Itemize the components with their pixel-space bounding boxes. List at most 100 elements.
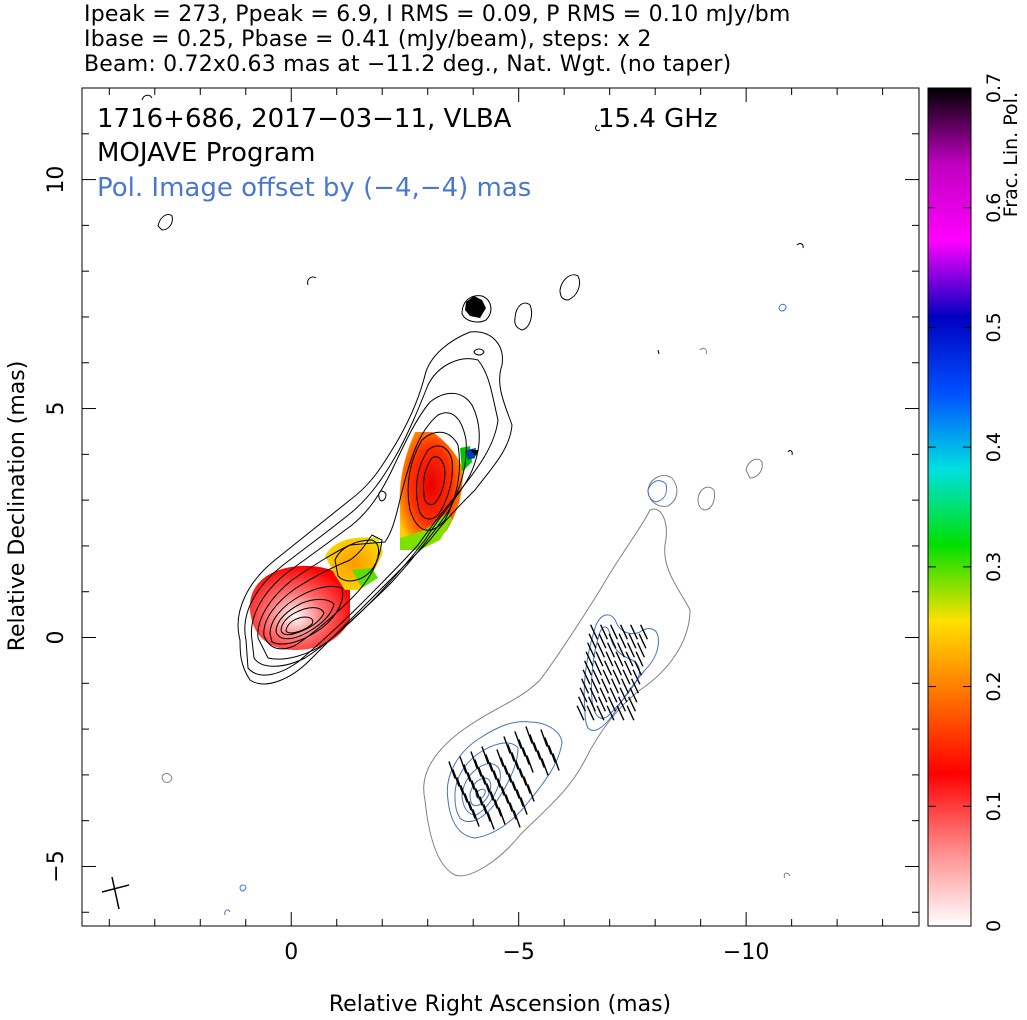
evpa-tick [602,669,611,685]
evpa-tick [625,651,634,667]
contour-artifacts [595,124,804,456]
y-tick-label-1: 0 [44,631,69,645]
evpa-tick [632,669,641,685]
evpa-tick [616,705,625,721]
colorbar-tick-label-4: 0.4 [983,432,1005,462]
evpa-tick [478,767,486,785]
jet-contour-1 [407,431,460,531]
offset-island-5 [699,347,707,355]
beam-cross [101,876,130,910]
evpa-tick [490,791,498,809]
evpa-tick [482,775,490,793]
evpa-tick [448,761,456,779]
evpa-tick [533,742,541,760]
evpa-tick [612,669,621,685]
evpa-tick [471,780,479,798]
jet-green-edge [400,512,452,550]
evpa-tick [603,660,613,676]
evpa-tick [635,651,644,667]
evpa-tick [629,687,638,703]
evpa-tick [527,784,535,802]
evpa-tick [626,705,635,721]
evpa-tick [628,633,637,649]
evpa-tick [576,705,585,721]
contour-5 [263,534,383,650]
evpa-tick [618,633,627,649]
evpa-tick [619,624,629,640]
island-contour-5 [473,348,485,356]
island-contour-3 [559,274,581,301]
evpa-tick [514,731,522,749]
island-contour-4 [157,213,173,231]
y-tick-label-0: −5 [44,850,69,882]
artifact-4 [595,124,601,131]
evpa-tick [541,758,549,776]
evpa-tick [497,778,505,796]
evpa-tick [620,678,630,694]
evpa-tick [596,705,605,721]
island-contour-2 [514,302,533,331]
evpa-tick [548,745,556,763]
colorbar-tick-label-3: 0.3 [983,552,1005,582]
pol-contour-lower-4 [469,777,492,807]
colorbar-ticks: 0 0.1 0.2 0.3 0.4 0.5 0.6 0.7 [928,73,1005,932]
y-tick-label-2: 5 [44,402,69,416]
evpa-tick [498,807,506,825]
pol-contour-lower-5 [475,788,486,800]
evpa-tick [494,799,502,817]
evpa-tick [588,633,597,649]
contour-outer-1 [237,331,513,685]
evpa-tick [627,696,637,712]
outer-knot-black [465,296,486,318]
evpa-tick [508,773,516,791]
evpa-tick [452,769,460,787]
evpa-tick [489,762,497,780]
pol-contour-upper-1 [583,614,659,731]
annotation-source: 1716+686, 2017−03−11, VLBA [97,104,512,134]
evpa-tick [463,764,471,782]
jet-contour-2 [415,445,453,520]
y-tick-label-3: 10 [44,166,69,194]
evpa-vectors-lower [448,726,560,830]
x-tick-label-0: 0 [284,940,298,965]
evpa-tick [613,660,623,676]
evpa-tick [636,642,646,658]
evpa-tick [583,660,593,676]
evpa-tick [605,651,614,667]
evpa-tick [501,786,509,804]
offset-total-intensity-contours [161,347,791,879]
evpa-tick [593,660,603,676]
annotation-program: MOJAVE Program [97,138,315,168]
island-contour-6 [307,276,317,286]
evpa-tick [599,624,609,640]
evpa-tick [460,785,468,803]
colorbar [927,87,972,927]
colorbar-tick-label-5: 0.5 [983,312,1005,342]
header-line-1: Ipeak = 273, Ppeak = 6.9, I RMS = 0.09, … [84,2,791,27]
x-tick-label-2: −10 [723,940,769,965]
evpa-tick [596,642,606,658]
contour-7 [275,598,335,640]
evpa-tick [487,812,495,830]
evpa-tick [609,624,619,640]
pol-contour-upper-2 [591,626,640,719]
evpa-tick [608,633,617,649]
evpa-tick [459,756,467,774]
plot-area [81,87,920,927]
evpa-tick [516,789,524,807]
evpa-tick [585,651,594,667]
evpa-tick [544,737,552,755]
evpa-tick [518,739,526,757]
evpa-tick [626,642,636,658]
evpa-tick [615,651,624,667]
evpa-tick [483,804,491,822]
offset-island-6 [783,872,791,879]
evpa-tick [623,660,633,676]
evpa-tick [520,797,528,815]
evpa-tick [587,696,597,712]
evpa-tick [519,768,527,786]
evpa-tick [590,678,600,694]
jet-contour-3 [423,456,446,505]
evpa-tick [523,776,531,794]
evpa-tick [505,794,513,812]
